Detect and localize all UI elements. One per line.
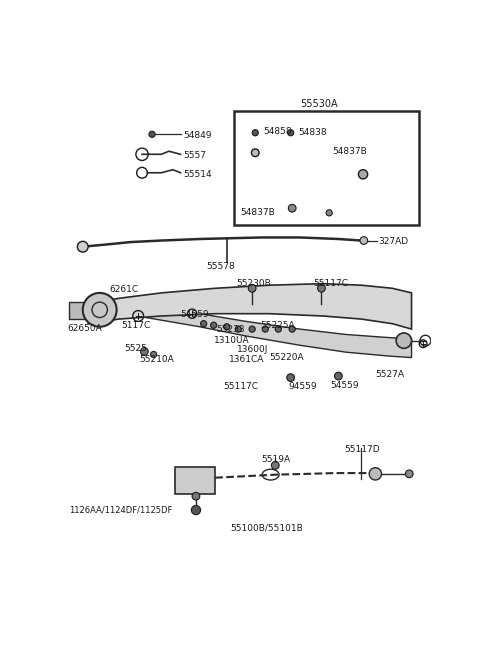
Text: 55210A: 55210A bbox=[140, 355, 175, 363]
Text: 5525: 5525 bbox=[124, 344, 147, 353]
Text: 54849: 54849 bbox=[183, 131, 211, 140]
Bar bbox=[175, 467, 215, 494]
Polygon shape bbox=[88, 284, 411, 329]
Circle shape bbox=[192, 505, 201, 514]
Circle shape bbox=[406, 470, 413, 478]
Circle shape bbox=[288, 129, 294, 136]
Text: 6261C: 6261C bbox=[109, 285, 138, 294]
Text: 55100B/55101B: 55100B/55101B bbox=[230, 524, 303, 533]
Circle shape bbox=[335, 373, 342, 380]
Text: 5527A: 5527A bbox=[375, 370, 404, 379]
Text: 5519A: 5519A bbox=[262, 455, 290, 464]
Bar bbox=[69, 302, 90, 319]
Text: 55230B: 55230B bbox=[237, 279, 272, 288]
Text: 54838: 54838 bbox=[299, 128, 327, 137]
Text: 54559: 54559 bbox=[180, 310, 209, 319]
Circle shape bbox=[289, 326, 295, 332]
Text: 55225A: 55225A bbox=[260, 321, 295, 330]
Text: 55117D: 55117D bbox=[345, 445, 380, 455]
Polygon shape bbox=[146, 306, 411, 357]
Circle shape bbox=[275, 326, 281, 332]
Text: 54858: 54858 bbox=[263, 127, 291, 135]
Text: 55233: 55233 bbox=[217, 325, 245, 334]
Circle shape bbox=[235, 326, 241, 332]
Text: 55578: 55578 bbox=[206, 262, 235, 271]
Circle shape bbox=[326, 210, 332, 216]
Circle shape bbox=[141, 348, 148, 355]
Text: 62650A: 62650A bbox=[67, 324, 102, 332]
Text: 1126AA/1124DF/1125DF: 1126AA/1124DF/1125DF bbox=[69, 505, 172, 514]
Text: 55117C: 55117C bbox=[223, 382, 258, 391]
Circle shape bbox=[271, 461, 279, 469]
Circle shape bbox=[149, 131, 155, 137]
Text: 94559: 94559 bbox=[288, 382, 317, 391]
Text: 1310UA: 1310UA bbox=[214, 336, 249, 345]
Circle shape bbox=[252, 149, 259, 156]
Text: 327AD: 327AD bbox=[378, 237, 408, 246]
Text: 5557: 5557 bbox=[183, 151, 206, 160]
Text: 54837B: 54837B bbox=[240, 208, 275, 217]
Text: 55220A: 55220A bbox=[269, 353, 304, 362]
Circle shape bbox=[224, 324, 230, 330]
Circle shape bbox=[211, 322, 217, 328]
Circle shape bbox=[77, 241, 88, 252]
Circle shape bbox=[252, 129, 258, 136]
Circle shape bbox=[318, 284, 325, 292]
Circle shape bbox=[262, 326, 268, 332]
Text: 5117C: 5117C bbox=[121, 321, 151, 330]
Bar bbox=[234, 111, 419, 225]
Text: 54559: 54559 bbox=[331, 380, 360, 390]
Circle shape bbox=[83, 293, 117, 327]
Circle shape bbox=[396, 333, 411, 348]
Circle shape bbox=[151, 351, 156, 357]
Text: 1361CA: 1361CA bbox=[229, 355, 264, 363]
Circle shape bbox=[360, 237, 368, 244]
Circle shape bbox=[248, 284, 256, 292]
Circle shape bbox=[201, 321, 207, 327]
Text: 13600J: 13600J bbox=[237, 346, 268, 354]
Circle shape bbox=[192, 492, 200, 500]
Text: 55514: 55514 bbox=[183, 170, 212, 179]
Circle shape bbox=[249, 326, 255, 332]
Circle shape bbox=[288, 204, 296, 212]
Text: 54837B: 54837B bbox=[332, 147, 367, 156]
Circle shape bbox=[359, 170, 368, 179]
Text: 55530A: 55530A bbox=[300, 99, 337, 109]
Circle shape bbox=[287, 374, 295, 382]
Circle shape bbox=[369, 468, 382, 480]
Text: 55117C: 55117C bbox=[314, 279, 349, 288]
